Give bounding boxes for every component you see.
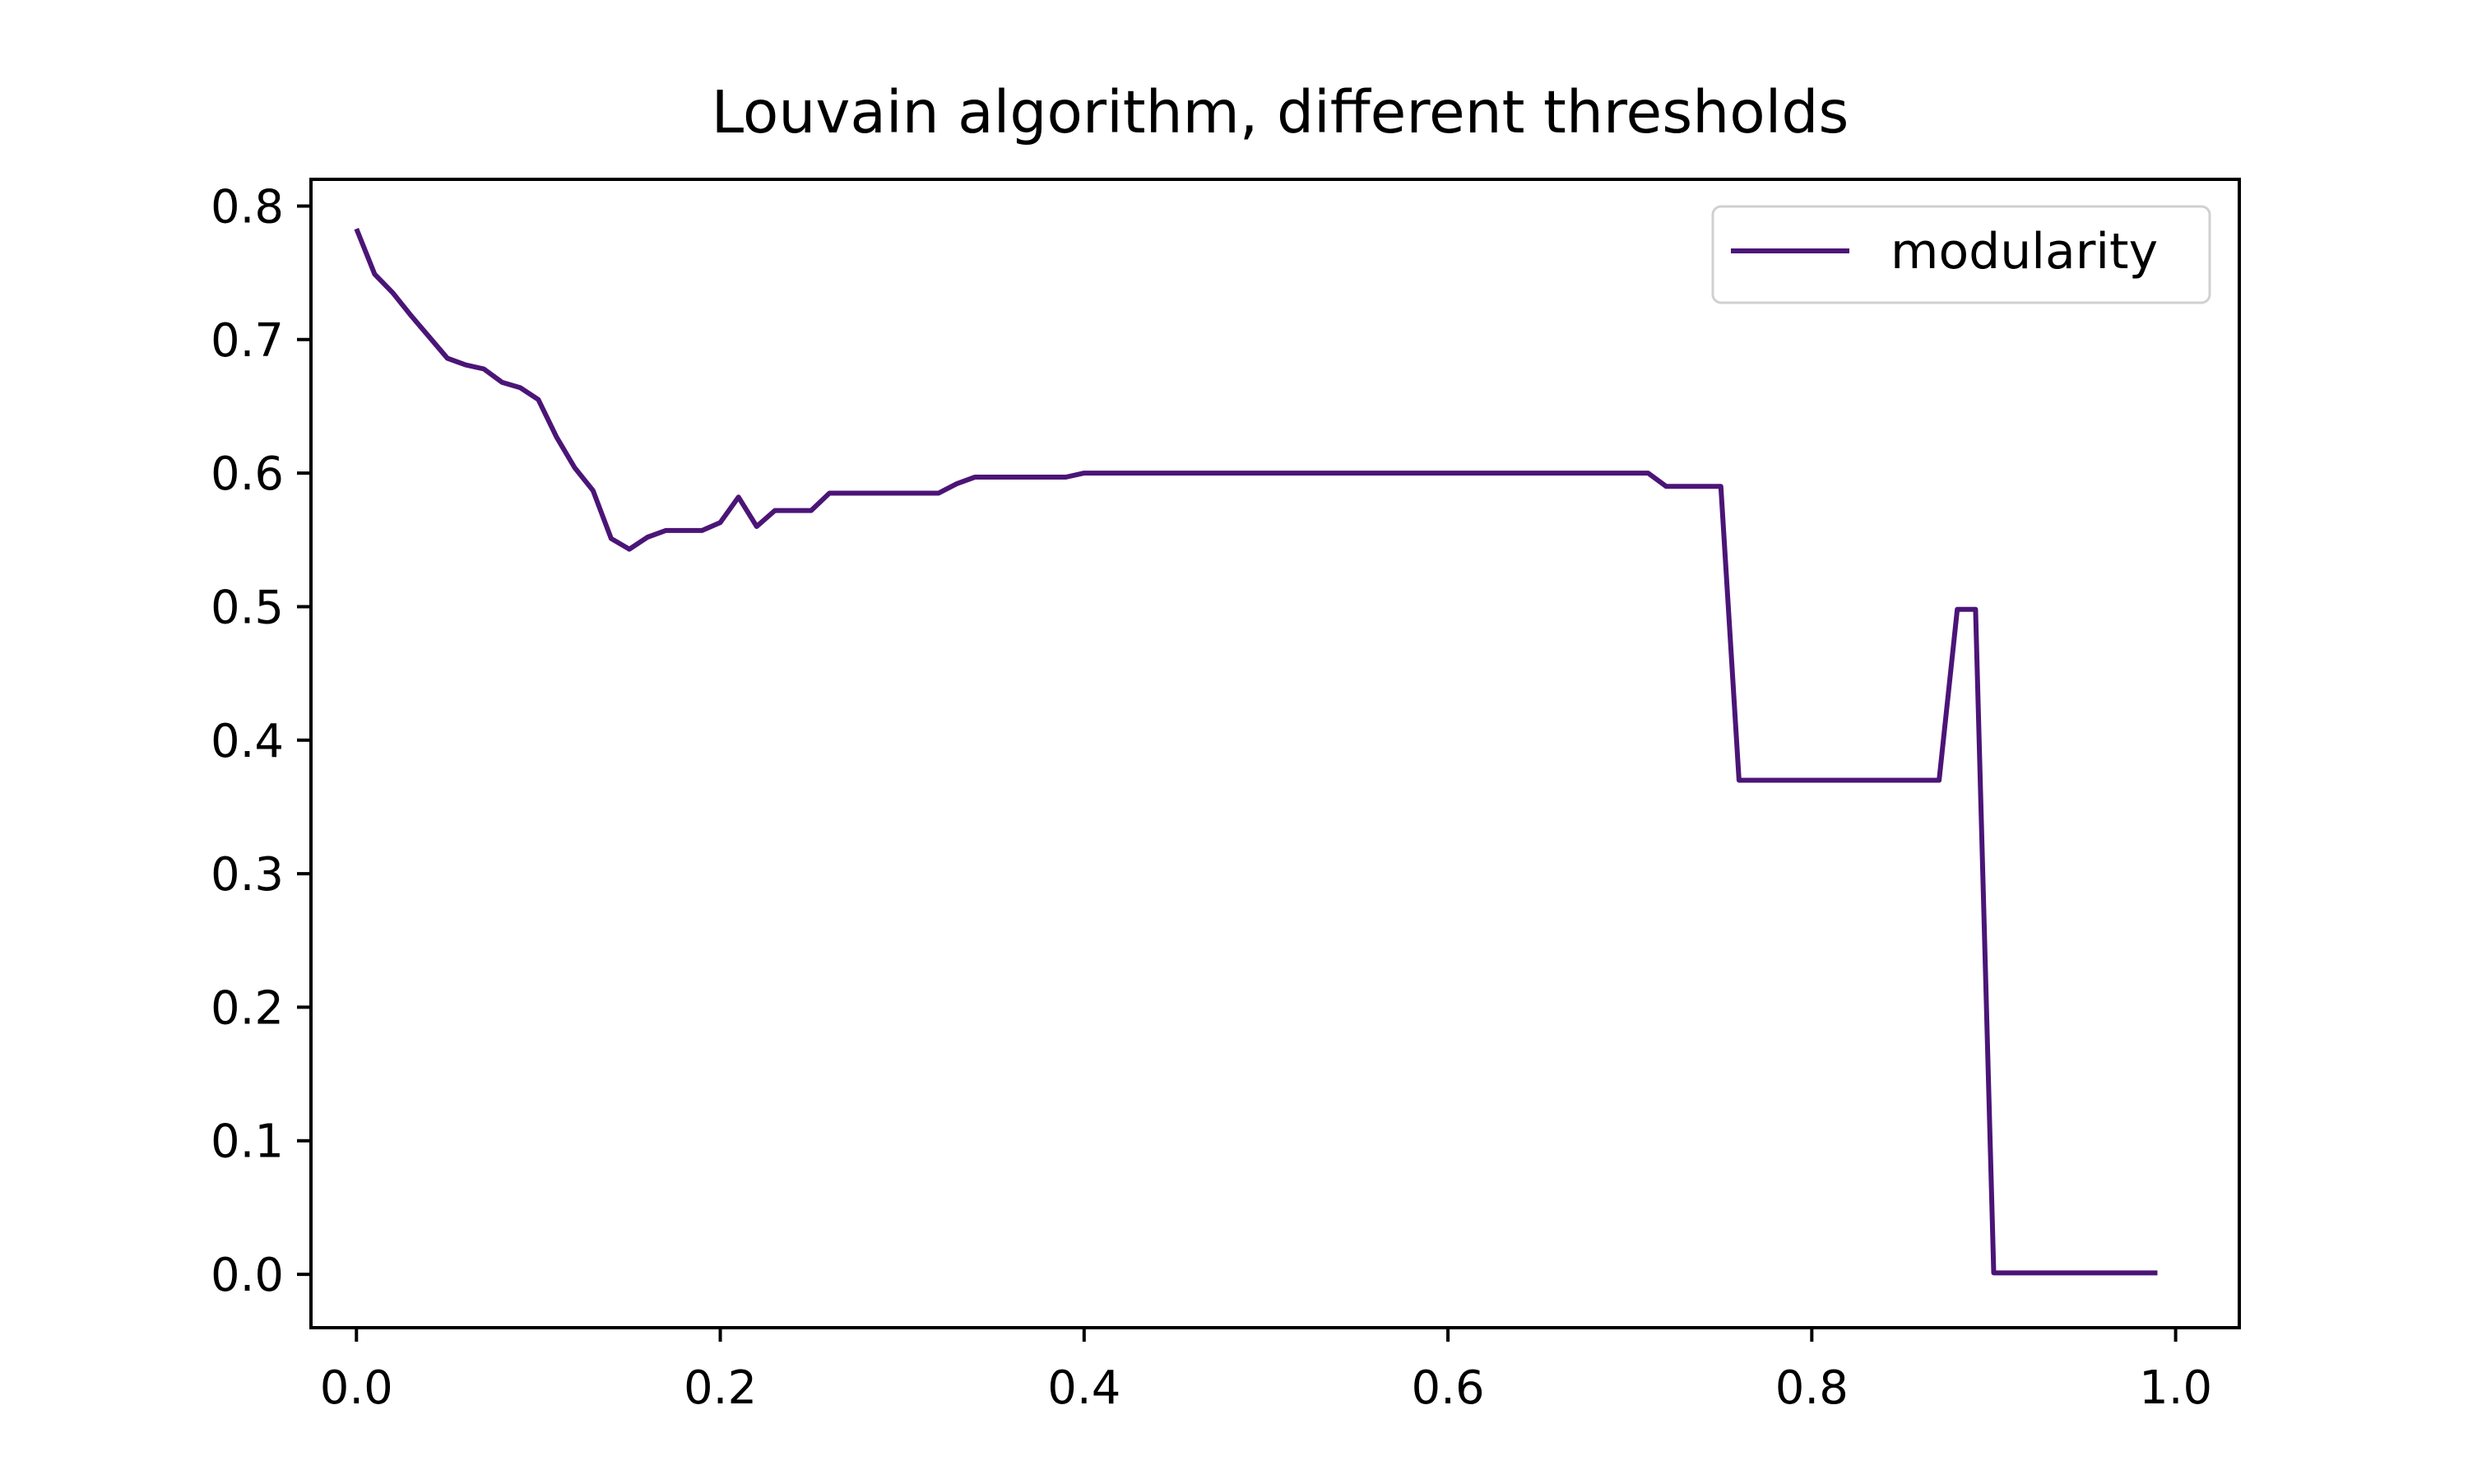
- x-tick-label: 0.0: [320, 1361, 393, 1415]
- y-tick-label: 0.6: [211, 448, 284, 501]
- x-tick-label: 1.0: [2139, 1361, 2212, 1415]
- y-tick-label: 0.7: [211, 314, 284, 368]
- x-tick-label: 0.6: [1412, 1361, 1485, 1415]
- x-tick-label: 0.4: [1047, 1361, 1120, 1415]
- y-axis-ticks: 0.0 0.1 0.2 0.3 0.4 0.5 0.6 0.7 0.8: [211, 180, 311, 1302]
- legend-box: [1711, 205, 2211, 304]
- series-layer: [354, 227, 2158, 1276]
- y-tick-label: 0.5: [211, 581, 284, 634]
- chart-title: Louvain algorithm, different thresholds: [712, 78, 1849, 146]
- x-tick-label: 0.8: [1775, 1361, 1849, 1415]
- y-tick-label: 0.3: [211, 848, 284, 902]
- y-tick-label: 0.0: [211, 1249, 284, 1302]
- x-axis-ticks: 0.0 0.2 0.4 0.6 0.8 1.0: [320, 1328, 2212, 1415]
- legend: modularity: [1711, 205, 2211, 304]
- legend-label-modularity: modularity: [1890, 223, 2158, 281]
- x-tick-label: 0.2: [684, 1361, 757, 1415]
- series-line-modularity: [354, 227, 2158, 1276]
- y-tick-label: 0.8: [211, 180, 284, 234]
- y-tick-label: 0.2: [211, 981, 284, 1035]
- plot-area-frame: [309, 178, 2241, 1329]
- y-tick-label: 0.4: [211, 715, 284, 768]
- y-tick-label: 0.1: [211, 1115, 284, 1169]
